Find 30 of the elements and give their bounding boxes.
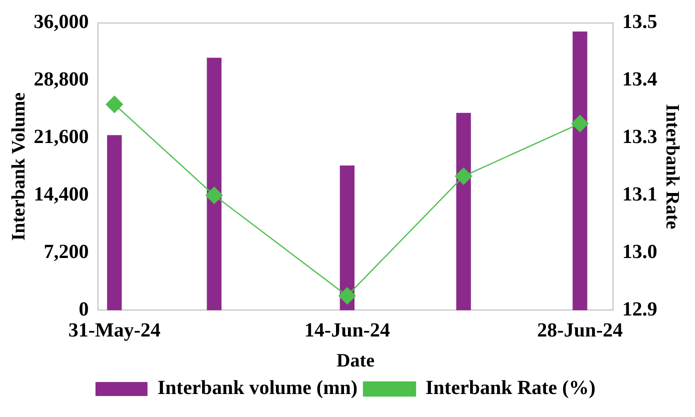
x-tick-label: 31-May-24 <box>68 319 161 342</box>
bar <box>340 165 355 310</box>
point <box>338 287 356 304</box>
x-tick-label: 28-Jun-24 <box>537 319 623 342</box>
y2-axis-title: Interbank Rate <box>662 104 683 230</box>
point <box>454 168 472 185</box>
y2-tick-label: 13.5 <box>622 11 658 34</box>
y-tick-label: 28,800 <box>34 68 89 91</box>
y-tick-label: 7,200 <box>44 240 89 263</box>
y-tick-label: 36,000 <box>34 11 89 34</box>
point <box>571 114 589 132</box>
y2-tick-label: 13.3 <box>622 126 658 148</box>
y2-tick-label: 12.9 <box>622 298 658 320</box>
y2-tick-label: 13.4 <box>622 68 658 91</box>
legend-label: Interbank Rate (%) <box>426 377 596 400</box>
y-axis-title: Interbank Volume <box>8 92 30 241</box>
bar <box>107 135 122 310</box>
y2-tick-label: 13.0 <box>622 240 658 263</box>
x-tick-label: 14-Jun-24 <box>304 319 390 342</box>
bar <box>456 112 471 310</box>
y2-tick-label: 13.1 <box>622 183 658 206</box>
bar <box>206 58 222 310</box>
x-axis-title: Date <box>336 350 374 372</box>
y-tick-label: 0 <box>78 298 89 320</box>
y-tick-label: 21,600 <box>34 126 89 148</box>
bar <box>572 31 588 310</box>
point <box>106 96 124 113</box>
legend-label: Interbank volume (mn) <box>158 377 358 400</box>
y-tick-label: 14,400 <box>34 183 89 206</box>
point <box>206 186 223 204</box>
